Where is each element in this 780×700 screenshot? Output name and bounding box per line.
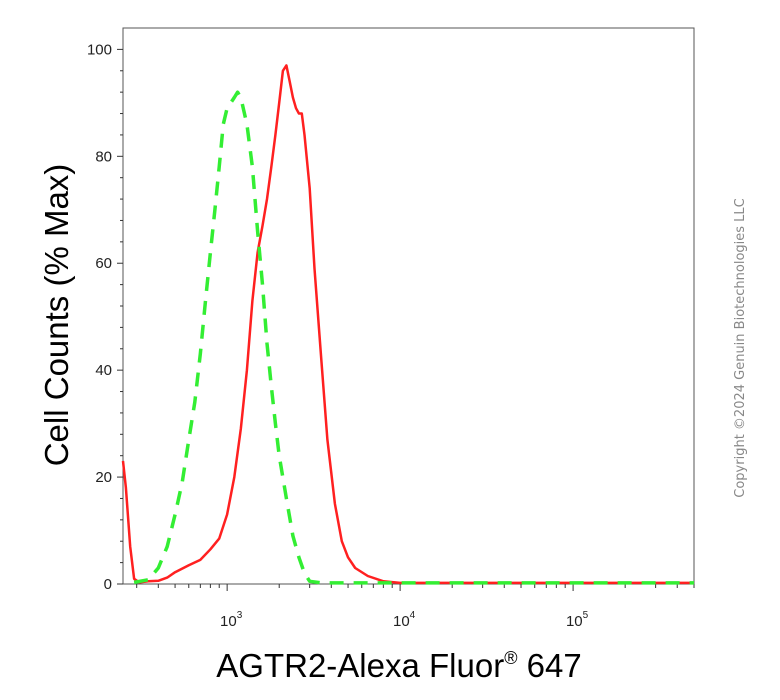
y-tick-label: 100: [87, 41, 112, 58]
x-axis-title-reg: ®: [504, 648, 517, 668]
x-tick-label: 105: [566, 610, 589, 630]
series-line-0: [121, 64, 694, 585]
y-tick-label: 80: [95, 148, 112, 165]
series-line-1: [133, 90, 694, 585]
x-axis-title: AGTR2-Alexa Fluor® 647: [216, 647, 581, 684]
x-axis-title-suffix: 647: [517, 647, 581, 684]
x-tick-label: 103: [220, 610, 243, 630]
x-axis: 103 104 105: [136, 584, 695, 630]
y-tick-label: 60: [95, 255, 112, 272]
x-axis-title-main: AGTR2-Alexa Fluor: [216, 647, 504, 684]
series-layer: [121, 64, 694, 585]
y-tick-label: 40: [95, 362, 112, 379]
y-tick-label: 20: [95, 469, 112, 486]
y-tick-label: 0: [104, 576, 112, 593]
x-tick-label: 104: [393, 610, 416, 630]
copyright-text: Copyright ©2024 Genuin Biotechnologies L…: [733, 198, 748, 497]
y-axis: 0 20 40 60 80 100: [87, 41, 123, 593]
y-axis-title: Cell Counts (% Max): [38, 164, 75, 467]
plot-frame: [122, 27, 695, 585]
